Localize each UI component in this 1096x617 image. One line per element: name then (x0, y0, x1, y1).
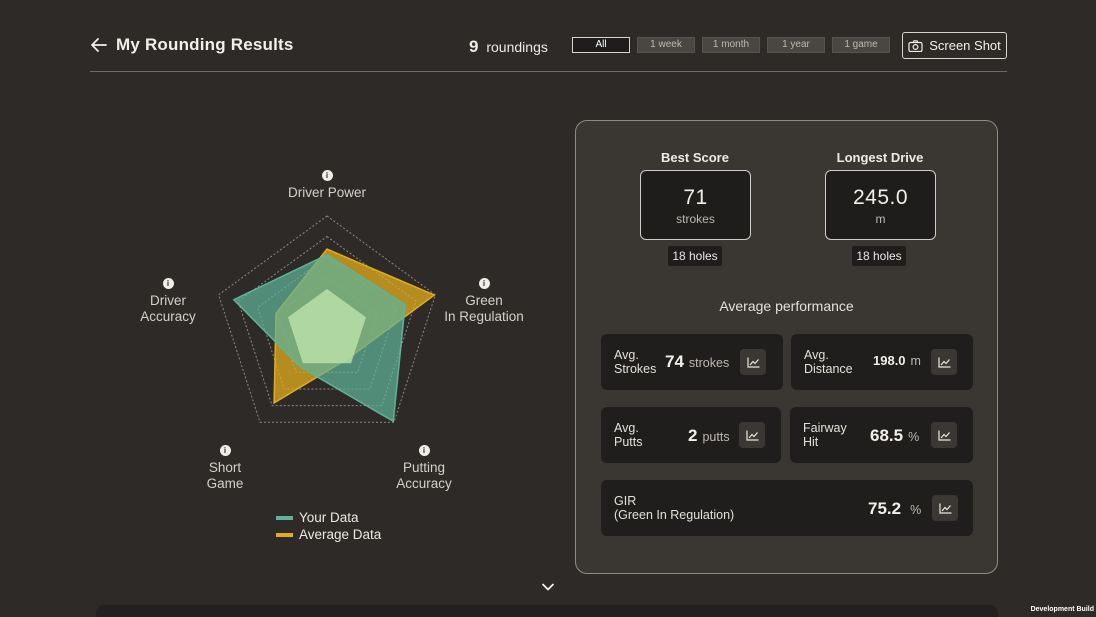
axis-short-game: i Short Game (206, 445, 244, 491)
summary-panel: Best Score 71 strokes 18 holes Longest D… (575, 120, 998, 574)
line-chart-icon (746, 357, 759, 368)
avg-strokes-value: 74 (665, 352, 684, 371)
avg-distance-label: Avg. Distance (804, 348, 853, 376)
fairway-hit-chart-button[interactable] (931, 422, 957, 448)
avg-putts-card: Avg. Putts 2 putts (601, 407, 781, 463)
chart-legend: Your Data Average Data (276, 509, 381, 543)
avg-strokes-label: Avg. Strokes (614, 348, 657, 376)
legend-average-data: Average Data (276, 526, 381, 543)
page-title: My Rounding Results (116, 35, 294, 54)
avg-distance-value: 198.0 (873, 353, 906, 368)
period-filters: All 1 week 1 month 1 year 1 game (572, 37, 890, 53)
avg-distance-unit: m (910, 354, 921, 368)
best-score-value: 71 (683, 186, 708, 209)
info-icon[interactable]: i (321, 170, 333, 181)
info-icon[interactable]: i (219, 445, 231, 456)
axis-driver-power: i Driver Power (287, 170, 366, 200)
longest-drive-unit: m (875, 212, 886, 226)
rounding-count-value: 9 (469, 37, 479, 56)
line-chart-icon (745, 430, 758, 441)
rounding-count: 9 roundings (469, 37, 548, 57)
avg-putts-unit: putts (702, 430, 730, 444)
best-score-unit: strokes (676, 212, 715, 226)
avg-strokes-chart-button[interactable] (740, 349, 766, 375)
longest-drive-heading: Longest Drive (836, 150, 924, 165)
info-icon[interactable]: i (478, 278, 490, 289)
best-score-box: 71 strokes (640, 170, 751, 240)
avg-distance-card: Avg. Distance 198.0 m (791, 334, 973, 390)
gir-unit: % (910, 503, 922, 517)
gir-chart-button[interactable] (932, 495, 958, 521)
average-performance-title: Average performance (719, 298, 854, 314)
longest-drive-holes: 18 holes (852, 246, 906, 266)
best-score-heading: Best Score (661, 150, 729, 165)
screenshot-label: Screen Shot (929, 38, 1001, 53)
dev-build-watermark: Development Build (1030, 606, 1094, 613)
gir-card: GIR (Green In Regulation) 75.2 % (601, 480, 973, 536)
legend-your-data: Your Data (276, 509, 381, 526)
header: My Rounding Results 9 roundings All 1 we… (90, 30, 1007, 72)
avg-putts-value: 2 (688, 426, 698, 445)
best-score-holes: 18 holes (668, 246, 722, 266)
fairway-hit-card: Fairway Hit 68.5 % (790, 407, 973, 463)
filter-1-year[interactable]: 1 year (767, 37, 825, 53)
bottom-sheet-handle[interactable] (96, 605, 998, 617)
gir-label: GIR (Green In Regulation) (614, 494, 735, 522)
legend-swatch (276, 515, 293, 520)
avg-distance-chart-button[interactable] (931, 349, 957, 375)
rounding-count-label: roundings (486, 39, 548, 55)
filter-1-game[interactable]: 1 game (832, 37, 890, 53)
gir-value: 75.2 (868, 499, 902, 518)
avg-strokes-card: Avg. Strokes 74 strokes (601, 334, 783, 390)
fairway-hit-label: Fairway Hit (803, 421, 847, 449)
axis-green-in-regulation: i Green In Regulation (444, 278, 524, 324)
radar-core-area (288, 289, 366, 364)
fairway-hit-unit: % (908, 430, 920, 444)
info-icon[interactable]: i (418, 445, 430, 456)
screenshot-button[interactable]: Screen Shot (902, 32, 1007, 59)
avg-strokes-unit: strokes (688, 356, 730, 370)
back-arrow-icon[interactable] (90, 36, 108, 54)
line-chart-icon (938, 503, 951, 514)
longest-drive-value: 245.0 (852, 186, 909, 209)
info-icon[interactable]: i (162, 278, 174, 289)
filter-1-month[interactable]: 1 month (702, 37, 760, 53)
avg-putts-label: Avg. Putts (614, 421, 643, 449)
avg-putts-chart-button[interactable] (739, 422, 765, 448)
radar-chart (218, 215, 436, 423)
longest-drive-box: 245.0 m (825, 170, 936, 240)
axis-driver-accuracy: i Driver Accuracy (140, 278, 196, 324)
filter-all[interactable]: All (572, 37, 630, 53)
line-chart-icon (937, 430, 950, 441)
camera-icon (908, 39, 923, 52)
fairway-hit-value: 68.5 (870, 426, 904, 445)
chevron-down-icon[interactable] (540, 580, 556, 594)
filter-1-week[interactable]: 1 week (637, 37, 695, 53)
axis-putting-accuracy: i Putting Accuracy (396, 445, 452, 491)
legend-swatch (276, 532, 293, 537)
line-chart-icon (937, 357, 950, 368)
